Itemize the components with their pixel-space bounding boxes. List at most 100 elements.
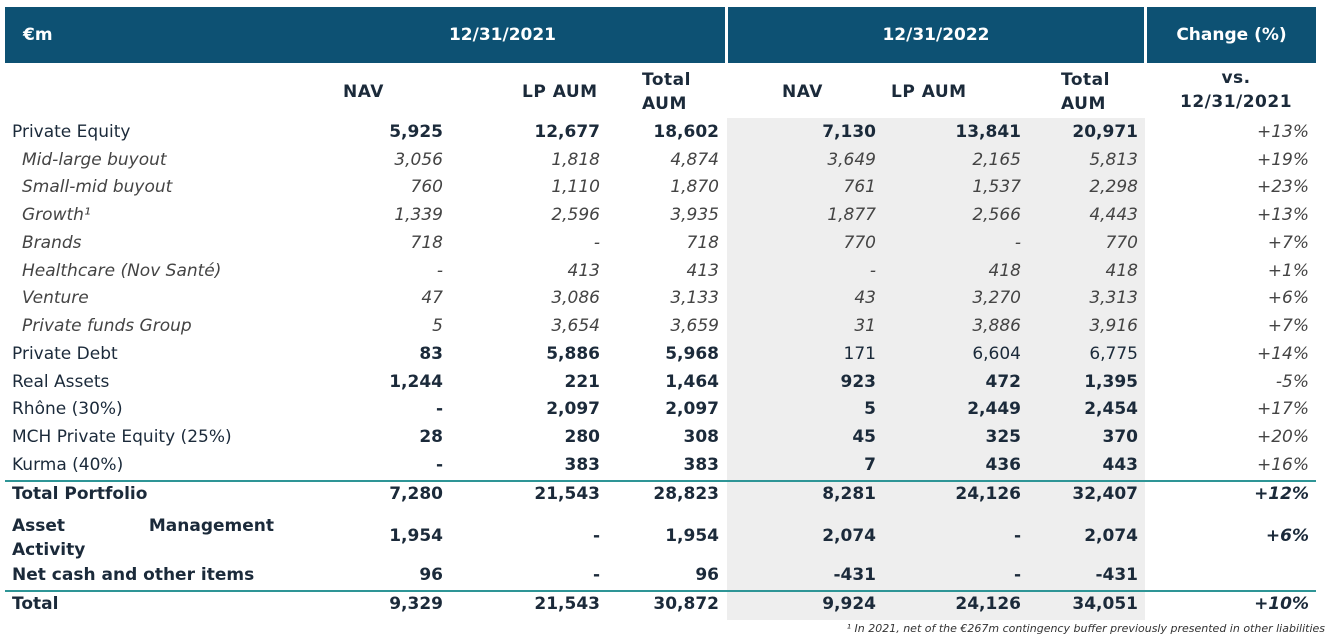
table-cell: 2,596 [551,205,600,225]
row-label: Total Portfolio [12,484,148,504]
table-cell: +17% [1256,399,1309,419]
table-cell: 443 [1102,455,1139,475]
table-cell: 5,968 [665,344,719,364]
table-cell: 2,074 [822,526,876,546]
table-cell: 6,775 [1089,344,1138,364]
header-period2-cell: 12/31/2022 [728,7,1144,63]
table-cell: 13,841 [955,122,1021,142]
table-cell: 3,133 [670,288,719,308]
table-cell: 383 [564,455,601,475]
table-cell: - [592,526,600,546]
table-row: Rhône (30%) - 2,097 2,097 5 2,449 2,454 +17% [5,399,1316,423]
table-cell: 2,298 [1089,177,1138,197]
table-cell: +7% [1267,233,1309,253]
row-label: Total [12,594,59,614]
table-cell: 3,916 [1089,316,1138,336]
table-row: Mid-large buyout 3,056 1,818 4,874 3,649 2,16… [5,150,1316,174]
table-cell: 3,935 [670,205,719,225]
header-currency-cell: €m [5,7,725,63]
table-cell: 28,823 [653,484,719,504]
table-cell: +6% [1267,288,1309,308]
row-label: Private Equity [12,122,131,142]
table-row: Kurma (40%) - 383 383 7 436 443 +16% [5,455,1316,479]
table-cell: 308 [683,427,720,447]
table-cell: 3,313 [1089,288,1138,308]
table-cell: - [592,565,600,585]
table-cell: 1,877 [827,205,876,225]
table-cell: 43 [854,288,876,308]
table-cell: 34,051 [1072,594,1138,614]
table-cell: 1,339 [394,205,443,225]
table-cell: 325 [985,427,1022,447]
table-cell: 47 [421,288,443,308]
table-row: Brands 718 - 718 770 - 770 +7% [5,233,1316,257]
table-cell: 83 [419,344,443,364]
table-cell: 7,130 [822,122,876,142]
col-total-2021: Total AUM [642,70,691,114]
table-cell: - [1014,233,1021,253]
table-cell: 770 [843,233,876,253]
col-nav-2021: NAV [343,82,384,102]
table-cell: 3,886 [972,316,1021,336]
table-cell: 96 [695,565,719,585]
table-cell: +16% [1256,455,1309,475]
col-total-2022: Total AUM [1061,70,1110,114]
table-cell: +14% [1256,344,1309,364]
row-label: Kurma (40%) [12,455,124,475]
table-cell: 418 [1105,261,1138,281]
table-cell: - [593,233,600,253]
table-cell: 718 [410,233,443,253]
table-cell: 1,954 [665,526,719,546]
divider-total [5,590,1316,592]
table-cell: 1,870 [670,177,719,197]
table-row: Small-mid buyout 760 1,110 1,870 761 1,537 2,2… [5,177,1316,201]
table-cell: 413 [567,261,600,281]
table-cell: 7 [864,455,876,475]
header-change-cell: Change (%) [1147,7,1316,63]
table-cell: 3,056 [394,150,443,170]
table-cell: 370 [1102,427,1139,447]
table-row: Healthcare (Nov Santé) - 413 413 - 418 418 +1% [5,261,1316,285]
table-cell: 1,537 [972,177,1021,197]
table-cell: 3,654 [551,316,600,336]
table-cell: 2,074 [1084,526,1138,546]
table-row: MCH Private Equity (25%) 28 280 308 45 325 370… [5,427,1316,451]
table-row: Private Debt 83 5,886 5,968 171 6,604 6,775 +14… [5,344,1316,368]
row-label: Growth¹ [22,205,91,225]
table-cell: - [1013,526,1021,546]
table-cell: -5% [1275,372,1309,392]
row-label: Healthcare (Nov Santé) [22,261,222,281]
table-cell: 2,097 [546,399,600,419]
table-cell: 7,280 [389,484,443,504]
table-cell: 31 [854,316,876,336]
table-cell: 5,886 [546,344,600,364]
table-cell: 1,244 [389,372,443,392]
period1-label: 12/31/2021 [448,25,557,45]
table-cell: 3,270 [972,288,1021,308]
row-label: Real Assets [12,372,110,392]
table-cell: +6% [1265,526,1309,546]
col-lpaum-2022: LP AUM [891,82,967,102]
row-label: Rhône (30%) [12,399,123,419]
table-cell: 1,395 [1084,372,1138,392]
table-cell: 5,925 [389,122,443,142]
table-cell: +1% [1267,261,1309,281]
table-cell: 221 [564,372,601,392]
row-label: Private Debt [12,344,118,364]
period2-label: 12/31/2022 [882,25,990,45]
table-cell: 28 [419,427,443,447]
table-cell: 171 [843,344,876,364]
row-label: MCH Private Equity (25%) [12,427,232,447]
table-cell: +23% [1256,177,1309,197]
table-cell: +19% [1256,150,1309,170]
table-cell: -431 [833,565,876,585]
table-cell: 5 [864,399,876,419]
table-cell: 413 [686,261,719,281]
table-cell: 1,110 [551,177,600,197]
table-cell: 472 [985,372,1022,392]
table-cell: - [1013,565,1021,585]
table-cell: - [435,455,443,475]
table-cell: 436 [985,455,1022,475]
table-cell: 24,126 [955,594,1021,614]
table-cell: +20% [1256,427,1309,447]
